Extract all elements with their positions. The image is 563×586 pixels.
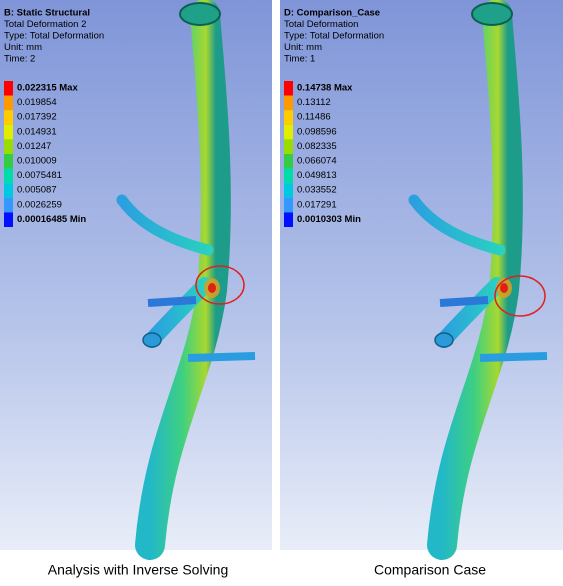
legend-swatch [4, 168, 13, 184]
legend-swatch [4, 124, 13, 140]
caption: Analysis with Inverse Solving [48, 562, 229, 578]
legend-swatch [284, 95, 293, 111]
legend-label: 0.005087 [17, 185, 57, 196]
panel-info: Unit: mm [284, 42, 322, 53]
legend-label: 0.017291 [297, 199, 337, 210]
panel-info: Unit: mm [4, 42, 42, 53]
highlight-circle [494, 275, 546, 317]
legend-label: 0.0026259 [17, 199, 62, 210]
legend-label: 0.11486 [297, 112, 331, 123]
legend-swatch [284, 168, 293, 184]
legend-swatch [4, 110, 13, 125]
legend-swatch [4, 154, 13, 169]
legend-label: 0.0010303 Min [297, 214, 361, 225]
legend-swatch [4, 183, 13, 198]
panel-info: Total Deformation 2 [4, 19, 86, 30]
legend-swatch [284, 124, 293, 140]
legend-label: 0.13112 [297, 97, 331, 108]
legend-swatch [284, 197, 293, 213]
legend-label: 0.066074 [297, 156, 337, 167]
legend-label: 0.017392 [17, 112, 57, 123]
legend-swatch [284, 110, 293, 125]
legend-label: 0.019854 [17, 97, 57, 108]
caption: Comparison Case [374, 562, 486, 578]
legend-label: 0.14738 Max [297, 83, 353, 94]
panel-title: D: Comparison_Case [284, 8, 380, 19]
legend-swatch [4, 212, 13, 227]
legend-swatch [284, 154, 293, 169]
panel-info: Time: 1 [284, 54, 315, 65]
legend-label: 0.049813 [297, 170, 337, 181]
panel-left [0, 0, 272, 550]
legend-label: 0.01247 [17, 141, 51, 152]
panel-info: Total Deformation [284, 19, 358, 30]
highlight-circle [195, 265, 245, 305]
legend-label: 0.022315 Max [17, 83, 78, 94]
legend-label: 0.098596 [297, 126, 337, 137]
legend-swatch [284, 139, 293, 154]
legend-swatch [4, 81, 13, 96]
legend-swatch [4, 95, 13, 111]
panel-right [280, 0, 563, 550]
panel-info: Type: Total Deformation [4, 31, 104, 42]
legend-label: 0.082335 [297, 141, 337, 152]
panel-info: Time: 2 [4, 54, 35, 65]
panel-title: B: Static Structural [4, 8, 90, 19]
legend-swatch [284, 81, 293, 96]
legend-swatch [4, 139, 13, 154]
legend-label: 0.033552 [297, 185, 337, 196]
legend-swatch [284, 212, 293, 227]
legend-swatch [4, 197, 13, 213]
panel-info: Type: Total Deformation [284, 31, 384, 42]
legend-label: 0.0075481 [17, 170, 62, 181]
legend-swatch [284, 183, 293, 198]
legend-label: 0.010009 [17, 156, 57, 167]
legend-label: 0.014931 [17, 126, 57, 137]
legend-label: 0.00016485 Min [17, 214, 86, 225]
